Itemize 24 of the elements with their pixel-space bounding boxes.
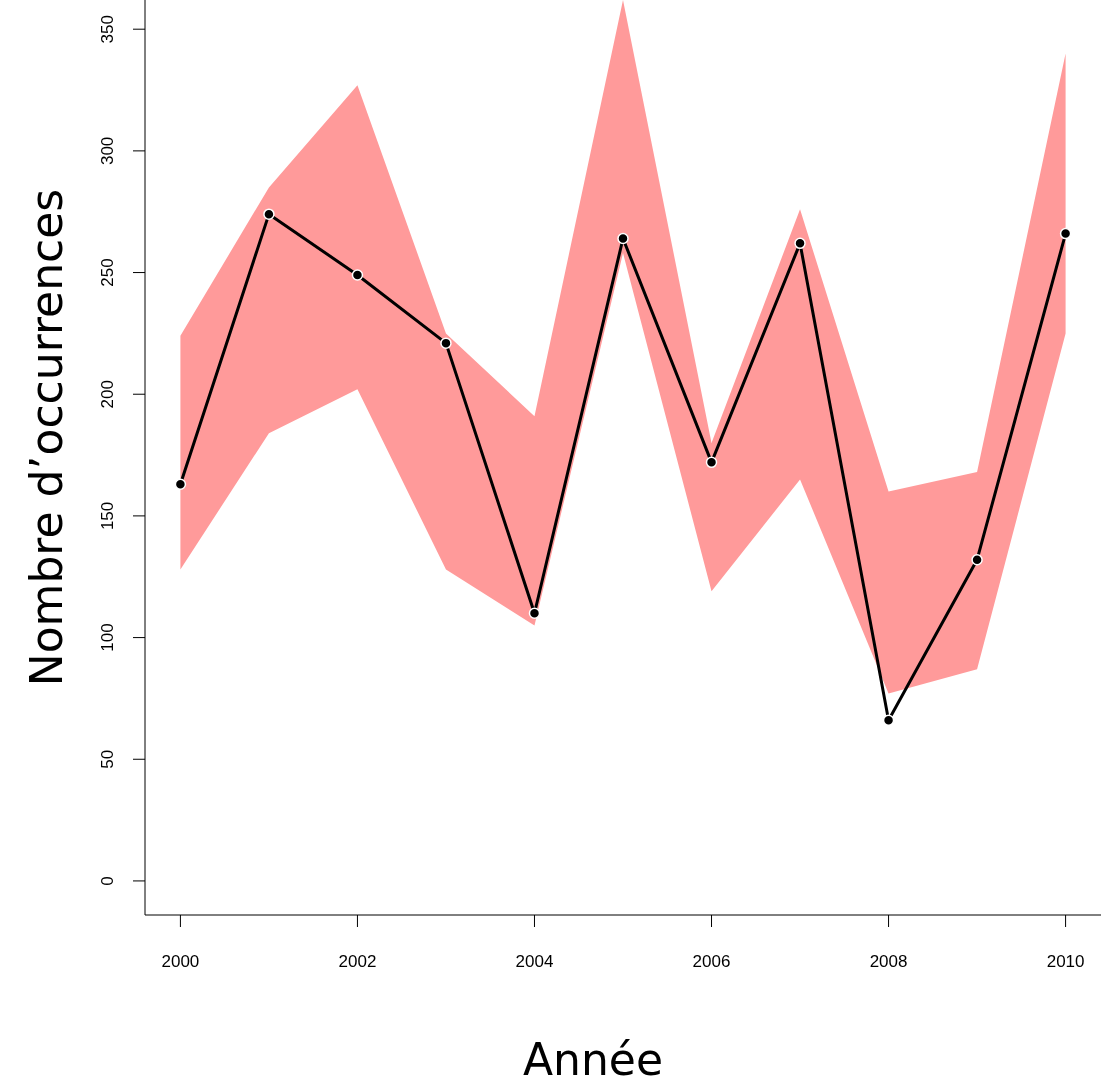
x-tick-label: 2002 <box>338 952 377 971</box>
x-tick-label: 2006 <box>692 952 731 971</box>
x-tick-label: 2004 <box>515 952 554 971</box>
y-tick-label: 100 <box>98 623 118 652</box>
point <box>174 478 187 491</box>
point <box>971 553 983 566</box>
y-tick-label: 300 <box>98 136 118 166</box>
x-tick-label: 2008 <box>869 952 908 971</box>
y-tick-label: 0 <box>98 876 118 886</box>
y-axis-title: Nombre d’occurrences <box>21 188 72 687</box>
y-tick-label: 250 <box>98 258 118 287</box>
x-axis-title: Année <box>522 1034 664 1083</box>
y-tick-label: 50 <box>98 749 118 769</box>
point <box>617 232 629 245</box>
x-tick-label: 2000 <box>161 952 200 971</box>
point <box>705 456 718 469</box>
point <box>794 237 806 250</box>
y-tick-label: 150 <box>98 501 118 531</box>
point <box>263 208 275 220</box>
point <box>440 337 452 349</box>
x-tick-label: 2010 <box>1046 952 1085 971</box>
y-tick-label: 200 <box>98 380 118 409</box>
point <box>351 269 364 281</box>
y-tick-label: 350 <box>98 15 118 44</box>
